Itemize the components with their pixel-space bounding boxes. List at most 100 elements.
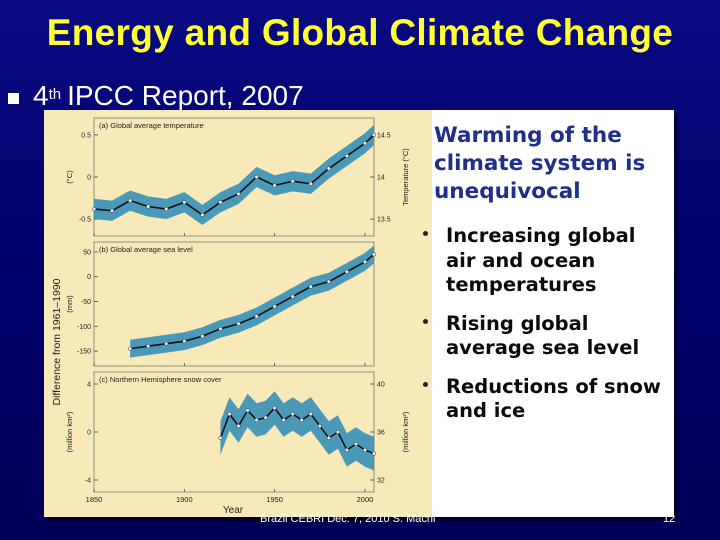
data-point [353,441,358,447]
data-point [146,344,151,349]
data-point [344,153,349,158]
ipcc-figure: Difference from 1961–1990 Year (a) Globa… [44,110,674,517]
data-point [218,326,223,331]
y-tick-label: 4 [87,382,91,389]
data-point [236,321,241,326]
shared-ylabel: Difference from 1961–1990 [51,278,63,405]
data-point [371,252,377,257]
data-point [281,417,286,423]
x-tick-label: 2000 [357,495,374,504]
x-axis-label: Year [223,505,244,516]
summary-headline: Warming of the climate system is unequiv… [434,123,646,204]
y-right-tick-label: 13.5 [377,217,391,224]
panel-frame [93,241,375,367]
y-right-tick-label: 32 [377,478,385,485]
data-point [371,451,377,456]
data-point [128,198,133,203]
data-point [371,132,377,137]
summary-point: Increasing global air and ocean temperat… [423,224,670,298]
summary-point: Rising global average sea level [423,311,670,361]
bullet-dot-icon [423,318,428,324]
data-point [308,284,313,289]
data-point [308,411,313,417]
data-point [290,411,295,417]
data-point [272,405,277,411]
data-point [236,191,241,196]
data-point [326,166,331,171]
y-tick-label: -0.5 [79,217,91,224]
footer-text: Brazil CEBRI Dec. 7, 2010 S. Machi [260,513,436,525]
data-point [317,423,322,429]
x-tick-label: 1950 [266,495,283,504]
bullet-ordinal: 4 [33,80,49,111]
data-point [299,417,304,423]
panel-title: (c) Northern Hemisphere snow cover [99,375,222,384]
uncertainty-band [130,245,374,358]
data-point [335,429,340,435]
y-right-tick-label: 36 [377,430,385,437]
y-axis-unit-label: (mm) [65,295,74,313]
data-point [146,204,151,209]
data-point [164,206,169,212]
data-point [344,269,349,274]
data-point [362,447,368,453]
data-point [362,141,368,146]
y-tick-label: 0 [87,175,91,182]
y-right-tick-label: 40 [377,382,385,389]
data-point [182,200,187,205]
data-point [128,346,133,351]
data-point [362,259,368,264]
summary-point-text: Reductions of snow and ice [446,374,661,423]
y-tick-label: 0 [87,430,91,437]
data-point [218,435,223,441]
panel-title: (a) Global average temperature [99,121,204,130]
data-point [326,435,331,441]
chart-panels: (a) Global average temperature 0.5 0 -0.5 (°… [65,117,410,504]
ipcc-charts-svg: Difference from 1961–1990 Year (a) Globa… [44,110,432,517]
data-point [272,304,277,309]
page-number: 12 [663,513,676,525]
summary-point: Reductions of snow and ice [423,374,670,424]
data-point [236,423,241,429]
data-point [290,294,295,299]
data-point [263,415,268,420]
data-point [344,447,349,453]
data-point [91,206,97,212]
data-point [290,179,295,184]
bullet-dot-icon [423,231,428,236]
summary-point-text: Increasing global air and ocean temperat… [446,224,636,296]
y-axis-unit-label: (°C) [65,170,74,184]
y-tick-label: 50 [83,249,91,256]
bullet-superscript: th [48,85,62,103]
data-point [308,181,313,186]
data-point [272,183,277,188]
uncertainty-band [94,124,374,226]
y-tick-label: -4 [85,478,91,485]
bullet-dot-icon [423,381,428,387]
data-point [200,334,205,339]
x-tick-label: 1850 [86,495,103,504]
y-tick-label: -150 [77,349,91,356]
bullet-text: IPCC Report, 2007 [67,80,304,111]
data-point [218,200,223,205]
panel-title: (b) Global average sea level [99,245,193,254]
data-point [182,339,187,344]
data-point [245,408,250,413]
data-point [200,212,205,217]
data-point [254,174,259,180]
data-point [227,411,232,417]
uncertainty-band [220,391,374,471]
data-point [164,341,169,346]
slide-title: Energy and Global Climate Change [46,12,674,53]
summary-panel: Warming of the climate system is unequiv… [423,122,670,438]
y-right-tick-label: 14 [377,175,385,182]
y-tick-label: 0 [87,274,91,281]
y-tick-label: 0.5 [81,132,91,139]
data-point [254,417,259,423]
square-bullet-icon [8,92,19,104]
y-right-axis-label: (million km²) [401,411,410,452]
data-point [110,208,115,213]
data-point [326,279,331,284]
summary-point-text: Rising global average sea level [446,311,640,360]
